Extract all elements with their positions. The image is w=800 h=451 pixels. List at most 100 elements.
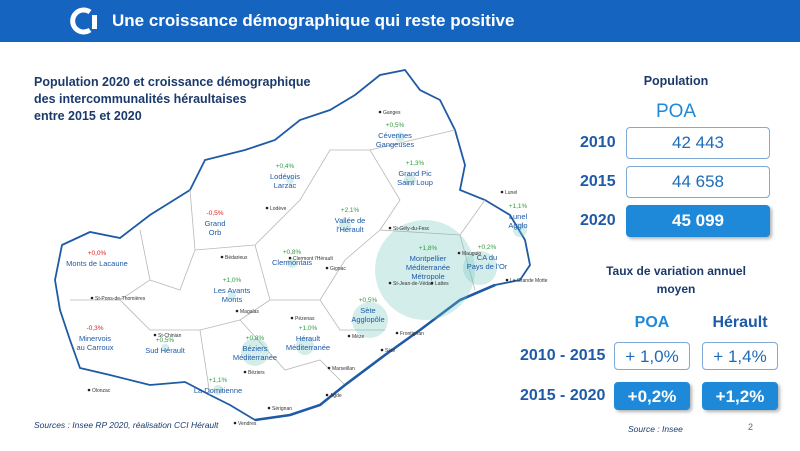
map-title-line: Population 2020 et croissance démographi… <box>34 75 311 89</box>
region-name: Méditerranée <box>406 263 450 272</box>
town-dot <box>153 333 157 337</box>
town-dot <box>378 110 382 114</box>
population-column: POA <box>655 101 697 122</box>
town-dot <box>290 316 294 320</box>
year-label: 2015 <box>580 173 616 190</box>
town-dot <box>325 266 329 270</box>
town-label: Lunel <box>505 190 517 196</box>
region-rate: +1,3% <box>406 160 425 167</box>
region-name: au Carroux <box>76 343 113 352</box>
region-name: Agglo <box>508 221 527 230</box>
department-outline <box>54 69 531 421</box>
population-value: 42 443 <box>626 127 770 159</box>
town-dot <box>430 281 434 285</box>
town-dot <box>347 334 351 338</box>
population-value: 44 658 <box>626 166 770 198</box>
variation-value: + 1,0% <box>614 342 690 370</box>
town-label: Ganges <box>383 110 401 116</box>
region-rate: +0,0% <box>88 250 107 257</box>
region-name: Les Avants <box>214 286 251 295</box>
region-name: Saint Loup <box>397 178 433 187</box>
region-name: La Domitienne <box>194 386 242 395</box>
town-dot <box>235 309 239 313</box>
page-number: 2 <box>748 422 754 432</box>
town-label: Clermont l'Hérault <box>293 256 333 262</box>
town-label: St-Chinian <box>158 333 182 339</box>
period-label: 2015 - 2020 <box>520 387 606 404</box>
town-dot <box>327 366 331 370</box>
town-label: Mèze <box>352 334 364 340</box>
town-label: Lodève <box>270 206 287 212</box>
map-source: Sources : Insee RP 2020, réalisation CCI… <box>34 420 219 430</box>
town-label: St-Gély-du-Fesc <box>393 226 430 232</box>
town-label: Lattes <box>435 281 449 287</box>
slide-title: Une croissance démographique qui reste p… <box>112 11 515 30</box>
town-dot <box>243 370 247 374</box>
town-label: Gignac <box>330 266 346 272</box>
region-name: Gangeuses <box>376 140 415 149</box>
region-name: Lodévois <box>270 172 300 181</box>
town-dot <box>233 421 237 425</box>
region-name: Clermontais <box>272 258 312 267</box>
town-label: Sète <box>385 348 396 354</box>
population-circles <box>161 132 527 395</box>
town-label: Sérignan <box>272 406 292 412</box>
town-dot <box>265 206 269 210</box>
year-label: 2010 <box>580 134 616 151</box>
town-label: Frontignan <box>400 331 424 337</box>
region-name: Méditerranée <box>286 343 330 352</box>
town-label: Olonzac <box>92 388 111 394</box>
coastline <box>254 283 496 422</box>
region-name: l'Hérault <box>336 225 364 234</box>
region-rate: +0,5% <box>156 337 175 344</box>
town-label: Marseillan <box>332 366 355 372</box>
town-dot <box>90 296 94 300</box>
population-title: Population <box>643 74 709 88</box>
map-title-line: entre 2015 et 2020 <box>34 109 142 123</box>
town-dot <box>388 281 392 285</box>
region-rate: -0,5% <box>207 210 224 217</box>
region-name: Minervois <box>79 334 111 343</box>
region-name: Lunel <box>509 212 528 221</box>
region-rate: +1,0% <box>299 325 318 332</box>
region-name: Sud Hérault <box>145 346 186 355</box>
region-rate: +0,5% <box>386 122 405 129</box>
region-name: Sète <box>360 306 375 315</box>
town-label: Pézenas <box>295 316 315 322</box>
town-dot <box>388 226 392 230</box>
town-dot <box>500 190 504 194</box>
town-label: Agde <box>330 393 342 399</box>
town-label: Magalas <box>240 309 259 315</box>
region-rate: +0,8% <box>246 335 265 342</box>
town-label: Mauguio <box>462 251 481 257</box>
region-name: Larzac <box>274 181 297 190</box>
town-dot <box>380 348 384 352</box>
town-dot <box>325 393 329 397</box>
region-name: Orb <box>209 228 222 237</box>
town-label: St-Pons-de-Thomières <box>95 296 146 302</box>
region-name: Agglopôle <box>351 315 384 324</box>
town-dot <box>220 255 224 259</box>
town-label: Le Grande Motte <box>510 278 548 284</box>
region-rate: +2,1% <box>341 207 360 214</box>
variation-value: +1,2% <box>702 382 778 410</box>
region-rate: +0,8% <box>283 249 302 256</box>
variation-column: Hérault <box>712 314 768 331</box>
region-name: Métropole <box>411 272 444 281</box>
population-value: 45 099 <box>626 205 770 237</box>
region-name: Monts <box>222 295 243 304</box>
region-name: Vallée de <box>335 216 366 225</box>
region-name: Monts de Lacaune <box>66 259 128 268</box>
year-label: 2020 <box>580 212 616 229</box>
map-title-line: des intercommunalités héraultaises <box>34 92 247 106</box>
variation-value: +0,2% <box>614 382 690 410</box>
variation-title: Taux de variation annuel moyen <box>606 264 746 296</box>
map-title: Population 2020 et croissance démographi… <box>34 74 310 125</box>
town-dot <box>288 256 292 260</box>
map: Sources : Insee RP 2020, réalisation CCI… <box>34 69 548 430</box>
region-name: Pays de l'Or <box>467 262 508 271</box>
variation-value: + 1,4% <box>702 342 778 370</box>
region-name: Hérault <box>296 334 321 343</box>
